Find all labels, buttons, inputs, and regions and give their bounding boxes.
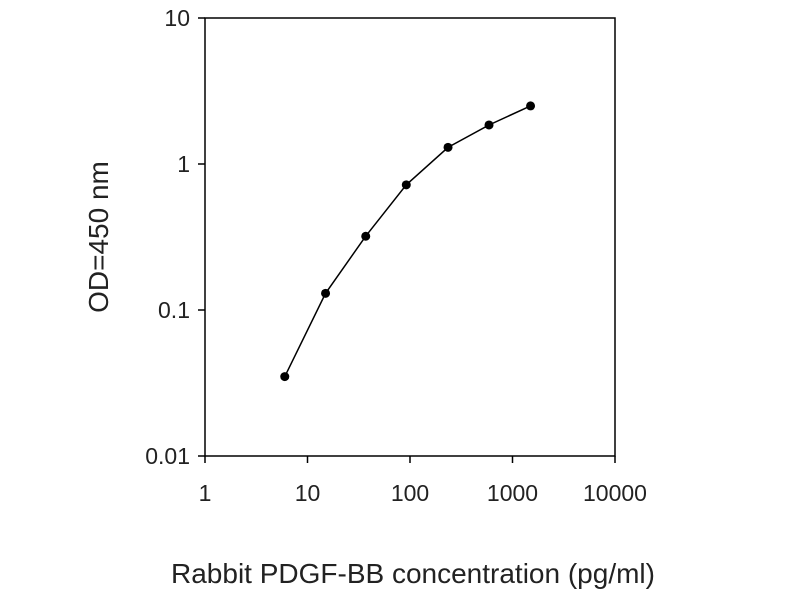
y-tick-label: 10 [164, 5, 190, 31]
data-point [361, 231, 371, 241]
y-tick-label: 1 [177, 151, 190, 177]
x-tick-label: 1000 [487, 480, 538, 506]
x-axis-ticks: 1 10 100 1000 10000 [199, 456, 647, 506]
series-line [284, 105, 531, 377]
x-tick-label: 10 [295, 480, 321, 506]
y-axis-ticks: 0.01 0.1 1 10 [145, 5, 205, 469]
data-point [526, 101, 536, 111]
y-axis-label: OD=450 nm [83, 161, 114, 313]
data-point [484, 120, 494, 130]
data-point [443, 142, 453, 152]
y-tick-label: 0.01 [145, 443, 190, 469]
data-point [280, 372, 290, 382]
data-point [401, 180, 411, 190]
x-tick-label: 10000 [583, 480, 647, 506]
x-tick-label: 100 [391, 480, 429, 506]
plot-frame [204, 17, 616, 457]
series-layer [280, 101, 536, 382]
x-axis-label: Rabbit PDGF-BB concentration (pg/ml) [171, 558, 655, 589]
x-tick-label: 1 [199, 480, 212, 506]
data-point [321, 288, 331, 298]
y-tick-label: 0.1 [158, 297, 190, 323]
